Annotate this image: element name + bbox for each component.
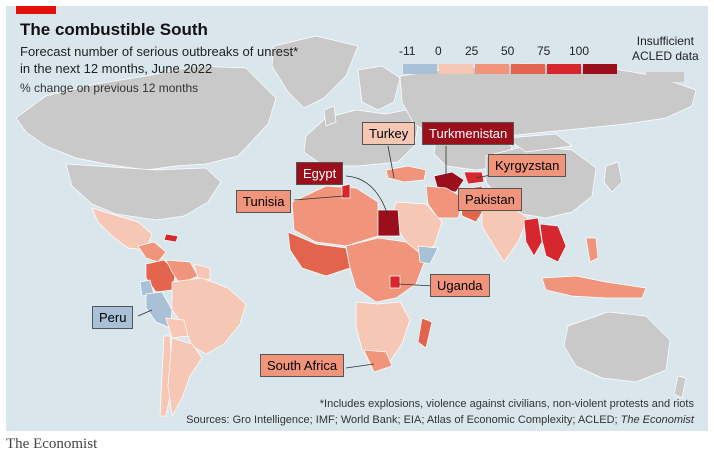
legend-swatch-5 — [547, 64, 581, 74]
map-panel: The combustible South Forecast number of… — [6, 6, 708, 431]
new-zealand — [673, 375, 687, 399]
iran — [425, 185, 465, 219]
subtitle-line-2: in the next 12 months, June 2022 — [20, 61, 213, 76]
callout-tunisia: Tunisia — [236, 190, 292, 213]
indochina — [539, 223, 567, 263]
guianas — [193, 263, 211, 281]
footnote-sources: Sources: Gro Intelligence; IMF; World Ba… — [186, 412, 694, 428]
legend-swatch-3 — [475, 64, 509, 74]
sources-text: Sources: Gro Intelligence; IMF; World Ba… — [186, 414, 621, 426]
callout-uganda: Uganda — [430, 274, 490, 297]
legend-swatch-4 — [511, 64, 545, 74]
north-africa — [291, 185, 379, 247]
bolivia — [165, 317, 189, 339]
legend-tick-50: 50 — [501, 44, 515, 58]
japan — [603, 161, 623, 193]
india — [481, 205, 529, 263]
subtitle-line-1: Forecast number of serious outbreaks of … — [20, 44, 299, 59]
egypt — [377, 209, 401, 237]
uk — [323, 105, 337, 127]
legend-tick-75: 75 — [537, 44, 551, 58]
sources-italic: The Economist — [620, 414, 694, 426]
argentina — [167, 337, 203, 418]
turkey-leader — [387, 145, 395, 179]
insufficient-line-1: Insufficient — [636, 34, 694, 48]
legend-swatch-2 — [439, 64, 473, 74]
legend-tick-0: 0 — [435, 44, 442, 58]
uganda-leader — [397, 283, 435, 287]
madagascar — [417, 317, 433, 349]
economist-red-bar — [16, 6, 56, 14]
legend-swatch-1 — [403, 64, 437, 74]
west-africa — [287, 231, 351, 277]
callout-kyrgyzstan: Kyrgyzstan — [488, 154, 567, 177]
mongolia — [505, 133, 573, 153]
callout-south-africa: South Africa — [260, 354, 345, 377]
uganda — [389, 275, 401, 289]
central-america — [137, 241, 167, 263]
insufficient-data-swatch — [646, 72, 684, 82]
scandinavia — [357, 65, 401, 111]
indonesia — [541, 275, 647, 299]
philippines — [585, 237, 599, 263]
callout-turkmenistan: Turkmenistan — [422, 122, 515, 145]
turkey — [385, 165, 427, 183]
kyrgyzstan — [463, 171, 485, 185]
brand-wordmark: The Economist — [6, 436, 98, 452]
callout-egypt: Egypt — [296, 162, 344, 185]
central-africa — [345, 237, 427, 303]
south-africa-leader — [345, 363, 375, 369]
footnote-definition: *Includes explosions, violence against c… — [319, 398, 694, 410]
legend-tick-25: 25 — [465, 44, 479, 58]
usa — [65, 163, 222, 221]
footnote: *Includes explosions, violence against c… — [186, 396, 694, 428]
australia — [563, 311, 671, 383]
caribbean — [163, 233, 179, 243]
peru-leader — [137, 309, 153, 317]
egypt-leader — [345, 175, 389, 217]
callout-peru: Peru — [92, 306, 134, 329]
legend-tick-100: 100 — [569, 44, 590, 58]
subtitle-line-3: % change on previous 12 months — [20, 81, 199, 95]
legend-swatch-6 — [583, 64, 617, 74]
legend-tick-neg11: -11 — [399, 44, 416, 58]
greenland — [271, 35, 359, 109]
horn-of-africa — [417, 245, 439, 265]
chart-title: The combustible South — [20, 20, 208, 39]
insufficient-line-2: ACLED data — [632, 49, 699, 63]
callout-pakistan: Pakistan — [458, 188, 522, 211]
north-america-north — [15, 65, 277, 171]
tunisia-leader — [293, 195, 345, 201]
insufficient-data-label: Insufficient ACLED data — [632, 34, 699, 64]
callout-turkey: Turkey — [362, 122, 416, 145]
tunisia — [341, 183, 351, 199]
myanmar — [523, 217, 543, 257]
